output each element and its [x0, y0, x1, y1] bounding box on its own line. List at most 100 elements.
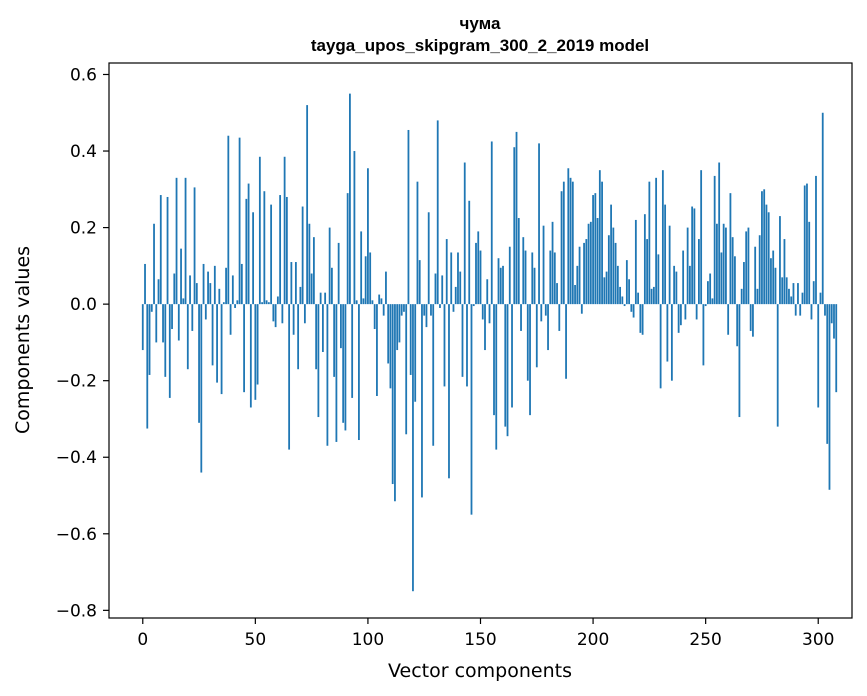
bar-69	[297, 304, 300, 370]
bar-211	[616, 265, 619, 305]
bar-45	[243, 304, 245, 393]
bar-66	[290, 262, 293, 305]
bar-134	[443, 304, 446, 387]
bar-253	[711, 298, 714, 305]
bar-295	[806, 183, 808, 305]
bar-226	[650, 288, 653, 305]
bar-222	[641, 304, 644, 335]
bar-62	[281, 304, 284, 324]
bar-133	[441, 275, 444, 305]
bar-15	[175, 177, 178, 305]
bar-239	[679, 304, 682, 326]
bar-54	[263, 191, 266, 305]
bar-73	[306, 105, 309, 305]
bar-177	[540, 304, 543, 322]
bar-128	[430, 304, 432, 316]
bar-96	[358, 304, 360, 441]
bar-264	[736, 304, 739, 347]
bar-119	[409, 304, 412, 375]
bar-172	[529, 304, 531, 416]
bar-166	[515, 131, 518, 305]
bar-98	[362, 298, 365, 305]
bar-232	[664, 204, 667, 305]
bar-118	[407, 129, 410, 305]
bar-203	[598, 170, 601, 305]
bar-275	[761, 191, 763, 305]
bar-24	[195, 283, 198, 305]
bar-260	[727, 304, 730, 335]
bar-278	[767, 212, 770, 305]
bar-158	[497, 258, 500, 305]
bar-159	[499, 267, 502, 305]
bar-74	[308, 223, 311, 305]
bar-262	[731, 237, 734, 305]
bar-157	[495, 304, 498, 450]
bar-12	[168, 304, 171, 398]
bar-142	[461, 304, 464, 377]
bar-120	[412, 304, 414, 592]
bar-72	[303, 304, 306, 324]
bar-228	[655, 177, 658, 305]
bar-28	[204, 304, 207, 320]
bar-195	[580, 304, 583, 314]
bar-174	[533, 267, 536, 305]
x-tick-label: 150	[464, 630, 496, 650]
bar-101	[369, 252, 372, 305]
bar-161	[504, 304, 507, 427]
bar-213	[621, 296, 624, 305]
bar-107	[382, 304, 385, 316]
bar-44	[240, 263, 243, 305]
bar-108	[385, 271, 387, 305]
bar-77	[315, 304, 318, 370]
chart-subtitle: tayga_upos_skipgram_300_2_2019 model	[311, 36, 649, 55]
bar-39	[229, 304, 232, 335]
bar-194	[578, 246, 581, 305]
bar-279	[770, 258, 772, 305]
bar-209	[612, 227, 615, 305]
bar-63	[283, 156, 286, 305]
bar-247	[698, 239, 700, 305]
bar-78	[317, 304, 320, 418]
bar-219	[634, 219, 637, 305]
bar-181	[549, 250, 552, 305]
bar-187	[562, 181, 565, 305]
bar-102	[371, 300, 374, 305]
bar-91	[346, 193, 349, 305]
bar-104	[376, 304, 378, 396]
bar-126	[425, 304, 428, 328]
bar-100	[367, 168, 369, 305]
bar-285	[783, 239, 786, 305]
x-tick-label: 0	[137, 630, 148, 650]
bar-153	[486, 279, 489, 305]
bar-231	[661, 170, 664, 305]
bar-11	[166, 196, 169, 305]
y-tick-label: −0.4	[56, 448, 97, 468]
bar-7	[157, 279, 160, 305]
bar-255	[716, 223, 718, 305]
bar-258	[722, 223, 725, 305]
bar-171	[526, 304, 529, 381]
bar-19	[184, 177, 187, 305]
bar-173	[531, 252, 534, 305]
bar-186	[560, 191, 563, 305]
bar-178	[542, 225, 545, 305]
y-tick-label: 0.2	[70, 219, 97, 239]
bar-80	[321, 304, 324, 352]
bar-245	[693, 208, 696, 305]
bar-293	[801, 292, 804, 305]
bars-group	[141, 93, 838, 592]
bar-109	[387, 304, 390, 364]
bar-277	[765, 204, 768, 305]
bar-283	[779, 216, 781, 305]
bar-304	[826, 304, 829, 444]
bar-40	[231, 275, 234, 305]
bar-30	[209, 283, 212, 305]
bar-36	[222, 302, 225, 305]
bar-210	[614, 242, 617, 305]
bar-244	[691, 206, 694, 305]
bar-163	[508, 246, 511, 305]
bar-130	[434, 273, 437, 305]
bar-32	[213, 265, 216, 305]
bar-132	[439, 304, 441, 308]
